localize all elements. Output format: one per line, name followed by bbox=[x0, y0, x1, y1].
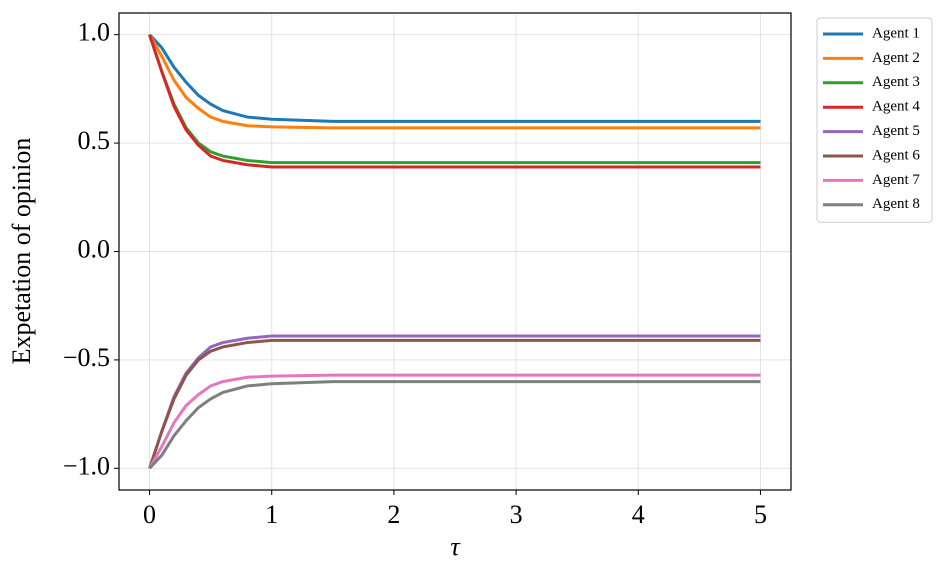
x-tick-label: 5 bbox=[754, 500, 767, 529]
x-tick-label: 1 bbox=[265, 500, 278, 529]
x-tick-label: 0 bbox=[143, 500, 156, 529]
legend-label: Agent 6 bbox=[872, 147, 920, 163]
legend-label: Agent 3 bbox=[872, 74, 920, 90]
x-tick-label: 4 bbox=[632, 500, 645, 529]
series-line bbox=[148, 338, 761, 469]
x-tick-label: 3 bbox=[510, 500, 523, 529]
legend-label: Agent 1 bbox=[872, 25, 920, 41]
x-tick-label: 2 bbox=[387, 500, 400, 529]
plot-frame bbox=[118, 12, 792, 491]
y-axis-label: Expetation of opinion bbox=[7, 138, 36, 365]
series-line bbox=[148, 33, 761, 123]
legend-label: Agent 5 bbox=[872, 123, 920, 139]
series-line bbox=[148, 33, 761, 130]
legend-label: Agent 2 bbox=[872, 50, 920, 66]
series-line bbox=[148, 334, 761, 469]
y-tick-label: 0.5 bbox=[78, 126, 111, 155]
series-line bbox=[148, 34, 761, 169]
x-axis-label: τ bbox=[450, 532, 461, 561]
series-line bbox=[148, 373, 761, 470]
y-tick-label: 0.0 bbox=[78, 234, 111, 263]
series-line bbox=[148, 380, 761, 470]
y-tick-label: −0.5 bbox=[63, 343, 110, 372]
legend-label: Agent 4 bbox=[872, 99, 920, 115]
y-tick-label: 1.0 bbox=[78, 18, 111, 47]
legend-box bbox=[816, 17, 933, 223]
legend-label: Agent 8 bbox=[872, 196, 920, 212]
legend-label: Agent 7 bbox=[872, 172, 920, 188]
y-tick-label: −1.0 bbox=[63, 451, 110, 480]
